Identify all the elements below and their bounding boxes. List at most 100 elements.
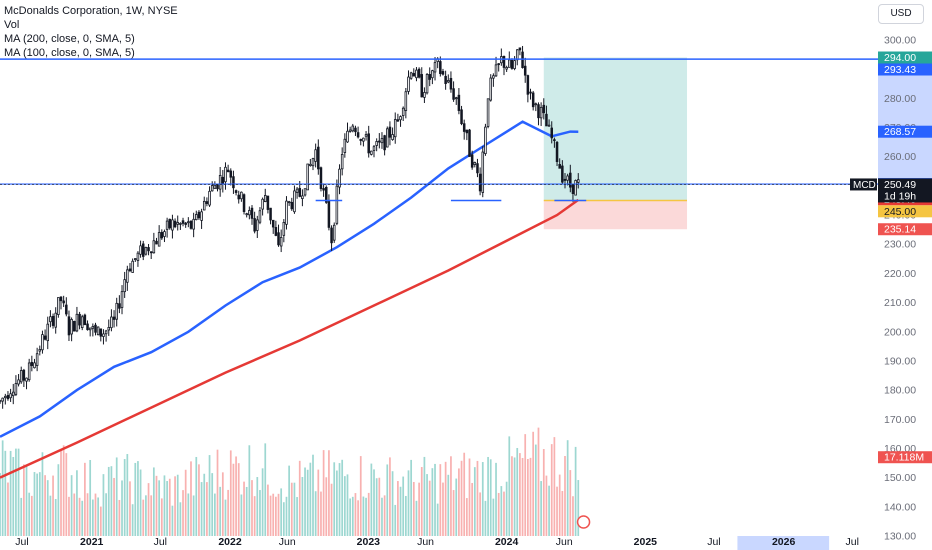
volume-bar [375,478,378,536]
volume-bar [168,478,171,536]
volume-bar [545,475,548,536]
volume-bar [25,466,28,536]
ma200-line [0,198,580,479]
volume-bar [354,493,357,536]
candle-body [78,313,81,326]
candle-body [179,223,182,225]
currency-button[interactable]: USD [878,4,924,24]
volume-bar [208,455,211,536]
candle-body [298,187,302,197]
candle-body [287,201,291,204]
candle-body [96,326,100,336]
candle-body [566,175,569,181]
volume-bar [290,482,293,536]
volume-bar [272,493,275,536]
volume-label-box [878,451,932,464]
volume-bar [7,482,9,536]
candle-body [494,64,498,77]
candle-body [171,219,174,231]
candle-body [452,88,455,100]
volume-bar [548,485,550,536]
volume-bar [391,471,394,536]
candle-body [460,109,463,125]
candle-body [261,198,264,210]
volume-bar [94,493,97,536]
volume-bar [84,462,86,536]
candle-body [569,172,572,188]
legend-ma200[interactable]: MA (200, close, 0, SMA, 5) [4,33,135,45]
volume-bar [564,455,566,536]
volume-bar [503,491,505,536]
volume-bar [41,452,44,536]
candle-body [80,316,84,328]
current-price-box [878,178,932,203]
candle-body [492,75,495,79]
candle-body [425,74,429,94]
volume-bar [155,475,158,536]
chart-legend: McDonalds Corporation, 1W, NYSE Vol MA (… [4,4,178,60]
volume-bar [572,496,574,536]
volume-bar [245,486,248,536]
candle-body [293,190,296,213]
volume-bar [206,482,208,536]
volume-bar [444,461,447,536]
volume-bar [97,497,100,536]
volume-bar [328,450,330,536]
candle-body [118,303,121,309]
legend-volume[interactable]: Vol [4,19,20,31]
volume-bar [404,495,407,536]
candle-body [468,129,471,157]
volume-bar [431,468,434,536]
candle-body [439,61,442,74]
volume-bar [513,457,516,536]
volume-bar [553,437,556,536]
candle-body [224,166,227,183]
candle-body [70,319,73,335]
volume-bar [452,490,455,536]
volume-bar [542,449,545,536]
volume-bar [200,482,203,536]
volume-bar [418,482,420,536]
candle-body [51,315,55,326]
candle-body [523,65,527,76]
candle-body [415,69,418,79]
volume-bar [171,505,174,536]
volume-bar [184,469,187,536]
candle-body [542,104,546,114]
candle-body [88,327,92,331]
candle-body [176,222,179,225]
volume-bar [320,491,322,536]
volume-bar [129,481,131,536]
volume-bar [115,457,118,536]
volume-bar [293,482,296,536]
volume-bar [1,440,4,536]
event-marker-icon [576,515,591,529]
volume-bar [235,456,237,536]
candle-body [192,218,195,230]
candle-body [33,362,36,369]
legend-ma100[interactable]: MA (100, close, 0, SMA, 5) [4,47,135,59]
candle-body [0,400,2,403]
price-label-box [878,205,932,218]
volume-bar [296,497,298,536]
volume-bar [489,459,492,536]
price-label-box [878,63,932,76]
volume-bar [465,498,468,536]
volume-bar [434,463,436,536]
candle-body [303,188,307,196]
volume-bar [12,456,15,536]
candle-body [534,103,538,106]
candle-body [234,190,238,193]
candle-body [112,316,116,320]
time-tick-label: Jul [707,536,720,548]
candle-body [407,76,410,92]
candle-body [351,125,355,132]
candle-body [269,207,272,221]
volume-bar [198,464,200,536]
volume-bar [38,472,41,536]
candle-body [309,163,312,167]
candle-body [30,361,34,366]
candle-body [242,194,246,212]
volume-bar [4,450,7,536]
